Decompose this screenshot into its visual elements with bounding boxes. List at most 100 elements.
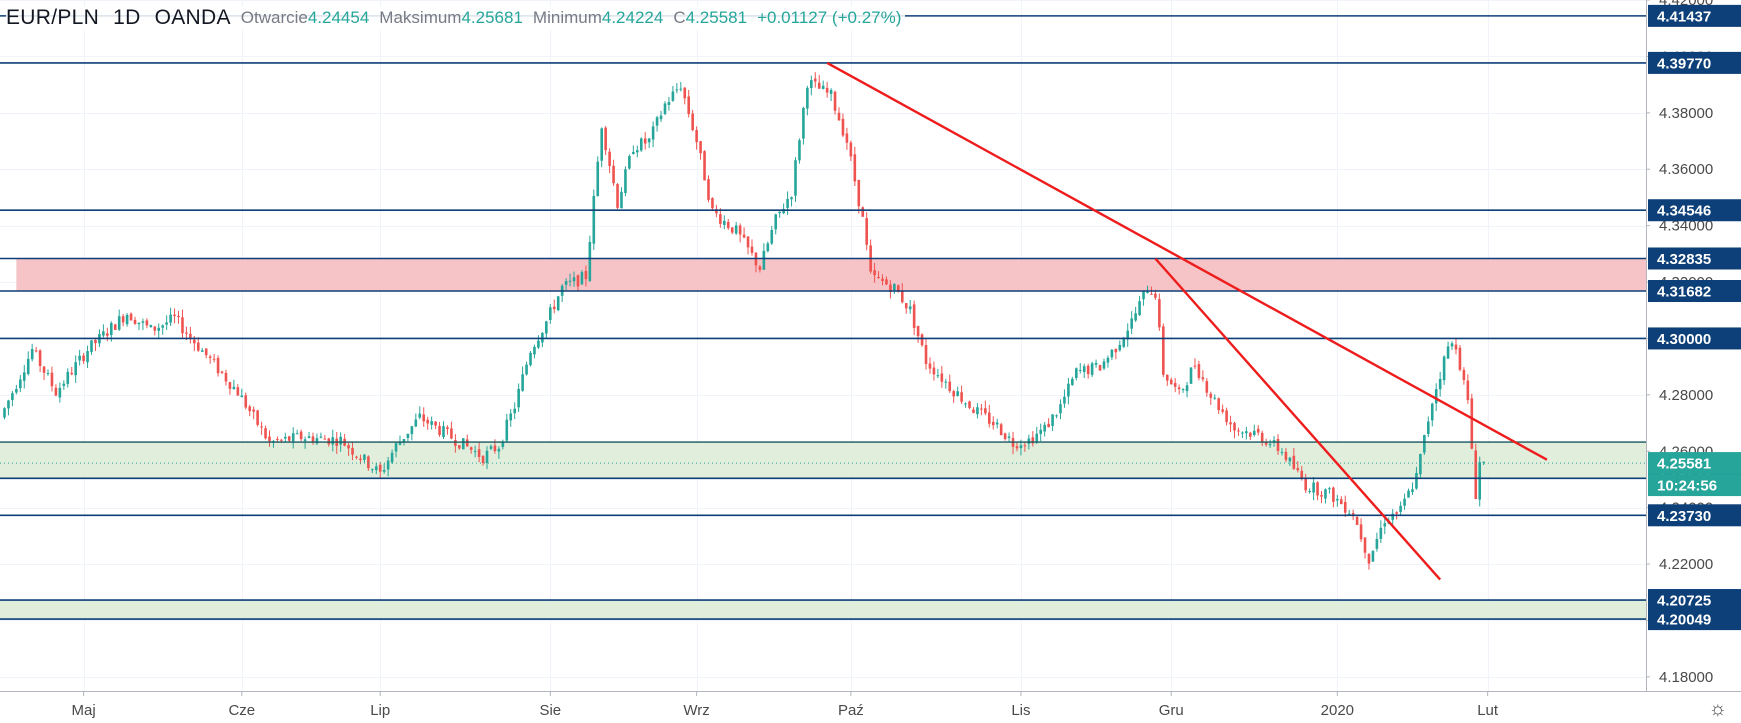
candle-body: [794, 160, 797, 196]
candle-body: [1434, 389, 1438, 404]
candle-body: [952, 391, 955, 397]
candle-body: [1391, 513, 1395, 520]
candle-body: [280, 439, 283, 441]
candle-body: [1027, 438, 1031, 444]
candle-body: [584, 270, 588, 280]
candle-body: [22, 372, 26, 381]
candle-body: [1213, 397, 1217, 399]
candle-body: [422, 414, 426, 422]
candle-body: [137, 322, 141, 325]
candle-body: [936, 375, 940, 377]
candle-body: [347, 445, 350, 449]
x-tick-label: Cze: [228, 702, 255, 719]
time-axis[interactable]: Maj Cze Lip Sie Wrz Paź Lis Gru 2020 Lut: [72, 691, 1499, 719]
candle-body: [612, 165, 615, 184]
candle-body: [268, 436, 271, 442]
candle-body: [1217, 398, 1220, 411]
candle-body: [1059, 404, 1062, 414]
candle-body: [1474, 450, 1478, 499]
x-tick-label: Paź: [838, 702, 864, 719]
candle-body: [284, 436, 287, 439]
candle-body: [30, 349, 34, 360]
candle-body: [651, 126, 655, 140]
candle-body: [758, 266, 762, 270]
candle-body: [1158, 299, 1161, 328]
price-zone: [0, 600, 1646, 620]
candle-body: [1252, 430, 1256, 436]
candle-body: [683, 87, 687, 99]
candle-body: [1430, 403, 1434, 421]
candle-body: [1288, 457, 1292, 462]
candle-body: [1336, 498, 1339, 501]
candle-body: [458, 445, 461, 449]
candle-body: [782, 208, 785, 214]
candle-body: [624, 169, 627, 194]
candle-body: [1383, 523, 1387, 527]
candle-body: [1419, 453, 1422, 475]
symbol-name[interactable]: EUR/PLN: [6, 6, 100, 29]
candle-body: [1090, 363, 1094, 375]
candle-body: [679, 88, 683, 90]
candle-body: [1466, 380, 1470, 400]
candle-body: [501, 442, 505, 447]
candle-body: [363, 454, 366, 460]
level-badge: [1648, 247, 1741, 270]
level-badge-label: 4.41437: [1657, 8, 1711, 25]
candle-body: [473, 451, 477, 453]
trendline[interactable]: [1154, 257, 1442, 581]
candle-body: [1118, 344, 1122, 351]
candle-body: [1347, 513, 1351, 515]
interval-label[interactable]: 1D: [113, 6, 141, 29]
candle-body: [106, 333, 109, 336]
candle-body: [671, 91, 675, 101]
candle-body: [529, 352, 532, 366]
candle-body: [11, 393, 14, 401]
candle-body: [568, 280, 572, 282]
candle-body: [133, 319, 137, 324]
candle-body: [46, 373, 50, 375]
candle-body: [62, 383, 66, 386]
candle-body: [1249, 432, 1252, 437]
candle-body: [1071, 378, 1074, 386]
candle-body: [548, 307, 552, 320]
candle-body: [1177, 387, 1181, 390]
candle-body: [204, 348, 208, 356]
candle-body: [984, 408, 987, 414]
candle-body: [825, 87, 829, 93]
candle-body: [877, 276, 880, 278]
candle-body: [1138, 301, 1141, 316]
candle-body: [287, 436, 291, 441]
change-percent: (+0.27%): [831, 8, 902, 27]
settings-gear-icon[interactable]: ☼: [1708, 698, 1727, 720]
candle-body: [659, 115, 663, 120]
candle-body: [893, 283, 896, 291]
candle-body: [276, 439, 279, 441]
level-badge: [1648, 280, 1741, 303]
candle-body: [817, 82, 821, 89]
candle-body: [691, 113, 694, 131]
candle-body: [632, 151, 635, 155]
candle-body: [715, 209, 718, 214]
candle-body: [521, 374, 524, 391]
candle-body: [786, 198, 789, 208]
candle-body: [964, 403, 967, 405]
candle-body: [639, 138, 643, 151]
trendline[interactable]: [826, 61, 1548, 461]
candle-body: [564, 281, 568, 285]
candle-body: [1134, 313, 1137, 321]
candle-body: [477, 449, 481, 457]
trendlines[interactable]: [826, 61, 1548, 581]
candle-body: [1019, 445, 1023, 449]
candle-body: [1086, 365, 1090, 375]
candle-body: [1264, 441, 1268, 445]
candle-body: [778, 211, 781, 214]
candle-body: [374, 466, 378, 471]
candle-body: [513, 408, 516, 414]
candle-body: [928, 363, 932, 369]
candle-body: [1427, 421, 1430, 434]
candle-body: [481, 456, 485, 464]
candle-body: [655, 117, 659, 126]
candle-body: [1375, 538, 1379, 549]
candle-body: [1407, 490, 1410, 498]
